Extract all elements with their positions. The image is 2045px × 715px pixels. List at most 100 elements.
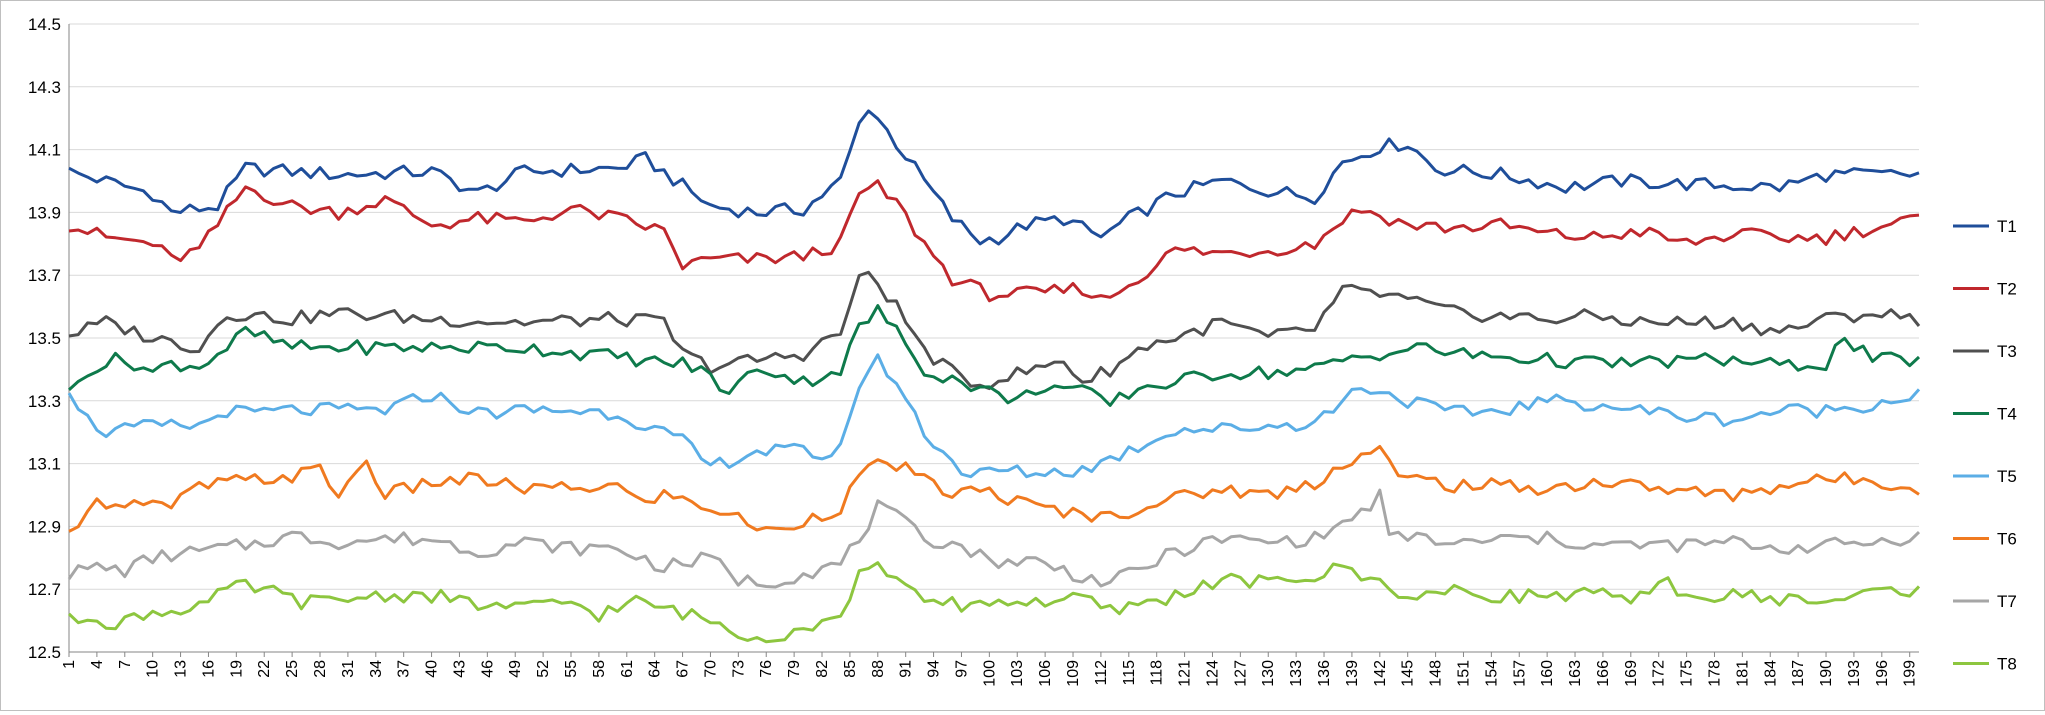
x-tick-label: 28 (312, 660, 329, 678)
x-tick-label: 172 (1651, 660, 1668, 687)
x-tick-label: 1 (61, 660, 78, 669)
x-tick-label: 97 (953, 660, 970, 678)
x-tick-label: 19 (228, 660, 245, 678)
x-tick-label: 91 (898, 660, 915, 678)
x-tick-label: 199 (1902, 660, 1919, 687)
y-tick-label: 12.9 (28, 517, 61, 536)
x-tick-label: 82 (814, 660, 831, 678)
x-tick-label: 103 (1009, 660, 1026, 687)
x-tick-label: 121 (1177, 660, 1194, 687)
x-tick-label: 145 (1400, 660, 1417, 687)
y-tick-label: 13.9 (28, 203, 61, 222)
series-line-t8 (67, 561, 1921, 644)
x-tick-label: 109 (1065, 660, 1082, 687)
y-tick-label: 12.7 (28, 580, 61, 599)
series-line-t3 (68, 270, 1921, 391)
x-tick-label: 55 (563, 660, 580, 678)
x-tick-label: 100 (981, 660, 998, 687)
legend-label-t5: T5 (1997, 467, 2017, 486)
x-tick-label: 76 (758, 660, 775, 678)
series-line-t4 (67, 304, 1921, 407)
x-tick-label: 40 (424, 660, 441, 678)
x-tick-label: 4 (89, 660, 106, 669)
series-line-t7 (67, 488, 1921, 589)
x-tick-label: 34 (368, 660, 385, 678)
x-tick-label: 187 (1790, 660, 1807, 687)
x-tick-label: 184 (1762, 660, 1779, 687)
x-tick-label: 130 (1260, 660, 1277, 687)
x-tick-label: 67 (675, 660, 692, 678)
x-tick-label: 181 (1734, 660, 1751, 687)
x-tick-label: 31 (340, 660, 357, 678)
x-tick-label: 13 (173, 660, 190, 678)
y-axis: 12.5 12.7 12.9 13.1 13.3 13.5 13.7 13.9 14.1 14.3… (28, 15, 70, 662)
y-tick-label: 14.5 (28, 15, 61, 34)
y-tick-label: 13.3 (28, 392, 61, 411)
x-tick-label: 175 (1679, 660, 1696, 687)
series-lines (67, 109, 1921, 644)
x-tick-label: 25 (284, 660, 301, 678)
legend-label-t7: T7 (1997, 592, 2017, 611)
legend: T1 T2 T3 T4 T5 T6 T7 T8 (1953, 217, 2017, 674)
x-tick-label: 73 (730, 660, 747, 678)
x-tick-label: 148 (1428, 660, 1445, 687)
x-tick-label: 52 (535, 660, 552, 678)
series-line-t1 (68, 109, 1920, 246)
x-tick-label: 64 (647, 660, 664, 678)
series-line-t5 (67, 353, 1921, 479)
y-tick-label: 14.3 (28, 78, 61, 97)
x-tick-label: 106 (1037, 660, 1054, 687)
x-tick-label: 133 (1288, 660, 1305, 687)
x-tick-label: 49 (507, 660, 524, 678)
x-tick-label: 154 (1483, 660, 1500, 687)
x-tick-label: 58 (591, 660, 608, 678)
x-tick-label: 124 (1204, 660, 1221, 687)
legend-label-t4: T4 (1997, 405, 2017, 424)
x-tick-label: 61 (619, 660, 636, 678)
x-tick-label: 151 (1455, 660, 1472, 687)
x-tick-label: 85 (842, 660, 859, 678)
x-tick-label: 169 (1623, 660, 1640, 687)
x-tick-label: 16 (200, 660, 217, 678)
y-tick-label: 13.1 (28, 455, 61, 474)
legend-label-t8: T8 (1997, 655, 2017, 674)
x-tick-label: 178 (1706, 660, 1723, 687)
x-tick-label: 139 (1344, 660, 1361, 687)
legend-label-t6: T6 (1997, 530, 2017, 549)
x-tick-label: 115 (1121, 660, 1138, 686)
x-tick-label: 10 (145, 660, 162, 678)
x-tick-label: 70 (702, 660, 719, 678)
y-tick-label: 14.1 (28, 141, 61, 160)
y-tick-label: 12.5 (28, 643, 61, 662)
x-tick-label: 142 (1372, 660, 1389, 687)
x-tick-label: 196 (1874, 660, 1891, 687)
y-tick-label: 13.5 (28, 329, 61, 348)
x-tick-label: 88 (870, 660, 887, 678)
series-line-t2 (68, 179, 1920, 303)
grid-lines (69, 23, 1919, 653)
x-tick-label: 190 (1818, 660, 1835, 687)
x-tick-label: 46 (479, 660, 496, 678)
x-tick-label: 79 (786, 660, 803, 678)
x-tick-label: 22 (256, 660, 273, 678)
x-tick-label: 118 (1149, 660, 1166, 686)
x-tick-label: 136 (1316, 660, 1333, 687)
x-tick-label: 127 (1232, 660, 1249, 687)
legend-label-t3: T3 (1997, 342, 2017, 361)
x-tick-label: 166 (1595, 660, 1612, 687)
series-line-t6 (68, 445, 1920, 533)
legend-label-t1: T1 (1997, 217, 2017, 236)
x-tick-label: 7 (117, 660, 134, 669)
x-tick-label: 94 (926, 660, 943, 678)
x-tick-label: 157 (1511, 660, 1528, 687)
y-tick-label: 13.7 (28, 266, 61, 285)
x-tick-label: 37 (396, 660, 413, 678)
x-tick-label: 160 (1539, 660, 1556, 687)
x-tick-label: 43 (451, 660, 468, 678)
legend-label-t2: T2 (1997, 280, 2017, 299)
x-tick-label: 193 (1846, 660, 1863, 687)
x-axis: 1 4 7 10 13 16 19 22 25 28 31 34 37 40 43 46 49 52 55 58 61 6… (61, 651, 1919, 687)
x-tick-label: 163 (1567, 660, 1584, 687)
